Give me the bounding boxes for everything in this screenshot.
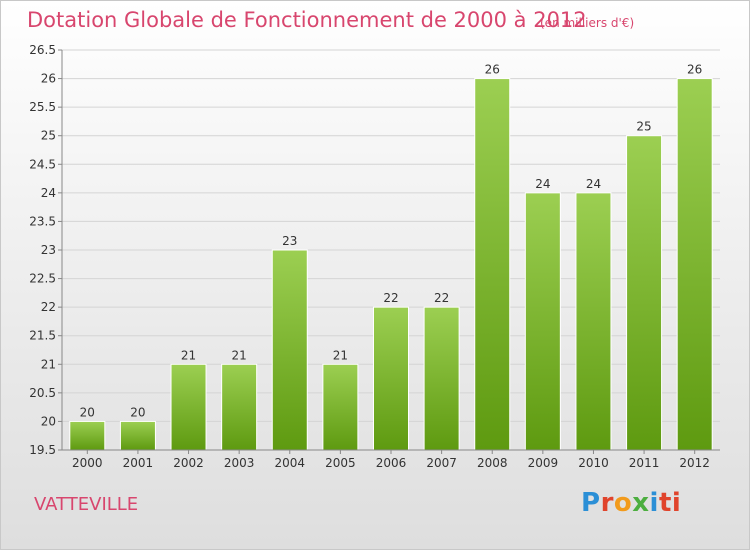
y-tick-label: 26	[41, 72, 56, 86]
bar-2011	[626, 135, 663, 451]
chart-title: Dotation Globale de Fonctionnement de 20…	[27, 8, 587, 32]
y-tick-label: 22	[41, 300, 56, 314]
town-name: VATTEVILLE	[34, 494, 139, 515]
bar-2004	[271, 249, 308, 451]
data-label: 22	[383, 291, 398, 305]
logo-letter: i	[649, 488, 659, 518]
data-label: 20	[80, 405, 95, 419]
bar-2012	[676, 78, 713, 451]
y-tick-label: 26.5	[29, 43, 56, 57]
data-label: 25	[636, 120, 651, 134]
logo-letter: o	[613, 488, 633, 518]
bar-2003	[221, 363, 258, 451]
x-tick-label: 2009	[528, 456, 559, 470]
y-tick-label: 22.5	[29, 272, 56, 286]
x-tick-label: 2004	[274, 456, 305, 470]
bar-2002	[170, 363, 207, 451]
y-tick-label: 20	[41, 414, 56, 428]
logo-letter: P	[581, 488, 601, 518]
data-label: 24	[535, 177, 550, 191]
y-tick-label: 24	[41, 186, 56, 200]
x-tick-label: 2000	[72, 456, 103, 470]
y-tick-label: 21.5	[29, 329, 56, 343]
axes	[58, 49, 720, 454]
logo-letter: x	[632, 488, 650, 518]
bar-2008	[474, 78, 511, 451]
bar-2005	[322, 363, 359, 451]
y-tick-label: 25	[41, 129, 56, 143]
bar-2009	[524, 192, 561, 451]
data-label: 23	[282, 234, 297, 248]
x-tick-label: 2002	[173, 456, 204, 470]
x-tick-label: 2006	[376, 456, 407, 470]
x-tick-label: 2007	[426, 456, 457, 470]
logo-letter: r	[600, 488, 614, 518]
data-label: 24	[586, 177, 601, 191]
y-tick-label: 21	[41, 357, 56, 371]
data-label: 21	[333, 348, 348, 362]
bars	[69, 78, 713, 451]
bar-2007	[423, 306, 460, 451]
x-tick-label: 2003	[224, 456, 255, 470]
bar-2006	[373, 306, 409, 451]
data-label: 26	[485, 63, 500, 77]
x-tick-label: 2010	[578, 456, 609, 470]
x-tick-label: 2001	[123, 456, 154, 470]
logo-letter: ti	[658, 488, 682, 518]
proxiti-logo: Proxiti	[581, 488, 681, 518]
y-tick-label: 24.5	[29, 157, 56, 171]
y-tick-label: 23.5	[29, 214, 56, 228]
x-tick-label: 2012	[679, 456, 710, 470]
y-tick-label: 23	[41, 243, 56, 257]
x-tick-label: 2005	[325, 456, 356, 470]
data-label: 21	[181, 348, 196, 362]
y-tick-label: 20.5	[29, 386, 56, 400]
data-label: 26	[687, 63, 702, 77]
data-label: 22	[434, 291, 449, 305]
y-tick-label: 19.5	[29, 443, 56, 457]
bar-2001	[119, 420, 156, 451]
bar-2010	[575, 192, 612, 451]
y-tick-label: 25.5	[29, 100, 56, 114]
labels: 19.5 20 20.5 21 21.5 22 22.5 23 23.5 24 24.5 25 25.5…	[29, 43, 710, 470]
bar-2000	[69, 420, 106, 451]
x-tick-label: 2008	[477, 456, 508, 470]
data-label: 20	[130, 405, 145, 419]
data-label: 21	[232, 348, 247, 362]
x-tick-label: 2011	[629, 456, 660, 470]
chart-subtitle: (en milliers d'€)	[540, 16, 635, 30]
